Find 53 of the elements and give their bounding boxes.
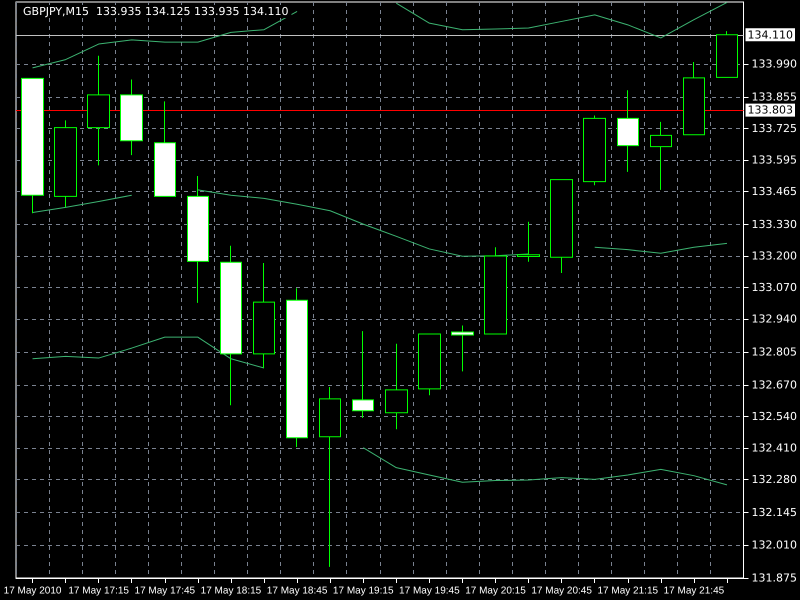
x-tick-label: 17 May 17:15 [68, 586, 130, 596]
y-tick-label: 132.280 [752, 473, 798, 486]
candlestick [54, 120, 77, 208]
candlestick [650, 121, 672, 190]
candlestick [187, 176, 209, 304]
x-tick-label: 17 May 17:45 [134, 586, 196, 596]
candlestick [517, 221, 540, 262]
candlestick [220, 245, 242, 406]
candlestick [87, 55, 110, 166]
candlestick [583, 115, 606, 186]
y-tick-label: 133.855 [752, 90, 798, 104]
candlestick [253, 262, 275, 369]
y-tick-label: 132.010 [752, 538, 798, 552]
x-tick-label: 17 May 20:15 [465, 586, 526, 596]
x-tick-label: 17 May 20:45 [531, 586, 592, 596]
candlestick [683, 62, 705, 136]
candlestick [451, 324, 474, 372]
y-tick-label: 132.805 [752, 345, 798, 358]
y-tick-label: 132.145 [752, 506, 798, 519]
candlestick [418, 333, 441, 396]
candlestick [319, 386, 341, 568]
x-tick-label: 17 May 18:15 [200, 586, 262, 596]
y-tick-label: 131.875 [752, 572, 798, 584]
ref-line-label: 133.803 [748, 104, 794, 117]
y-tick-label: 133.990 [752, 57, 798, 70]
y-tick-label: 132.670 [752, 378, 798, 392]
y-tick-label: 133.070 [752, 281, 798, 294]
y-tick-label: 133.465 [752, 185, 798, 198]
candlestick [617, 90, 639, 172]
y-tick-label: 133.330 [752, 218, 798, 231]
y-tick-label: 132.410 [752, 441, 798, 454]
ref-line-label: 134.110 [748, 28, 794, 42]
y-tick-label: 133.725 [752, 122, 798, 135]
x-tick-label: 17 May 18:45 [266, 586, 328, 596]
candlestick [21, 78, 44, 214]
x-tick-label: 17 May 19:45 [399, 586, 460, 596]
y-tick-label: 133.595 [752, 153, 798, 166]
x-tick-label: 17 May 21:15 [597, 586, 658, 596]
candlestick [154, 100, 176, 197]
y-tick-label: 132.940 [752, 312, 798, 326]
candlestick [716, 30, 738, 78]
candlestick [352, 330, 374, 418]
chart-title: GBPJPY,M15 133.935 134.125 133.935 134.110 [23, 5, 288, 18]
candlestick [286, 288, 308, 448]
candlestick [550, 179, 573, 274]
x-tick-label: 17 May 21:45 [664, 586, 725, 596]
x-tick-label: 17 May 19:15 [332, 586, 394, 596]
candlestick [385, 343, 408, 430]
candlestick [484, 246, 507, 334]
x-tick-label: 17 May 2010 [4, 586, 62, 596]
candlestick [120, 79, 143, 156]
y-tick-label: 133.200 [752, 249, 798, 262]
y-tick-label: 132.540 [752, 410, 798, 423]
